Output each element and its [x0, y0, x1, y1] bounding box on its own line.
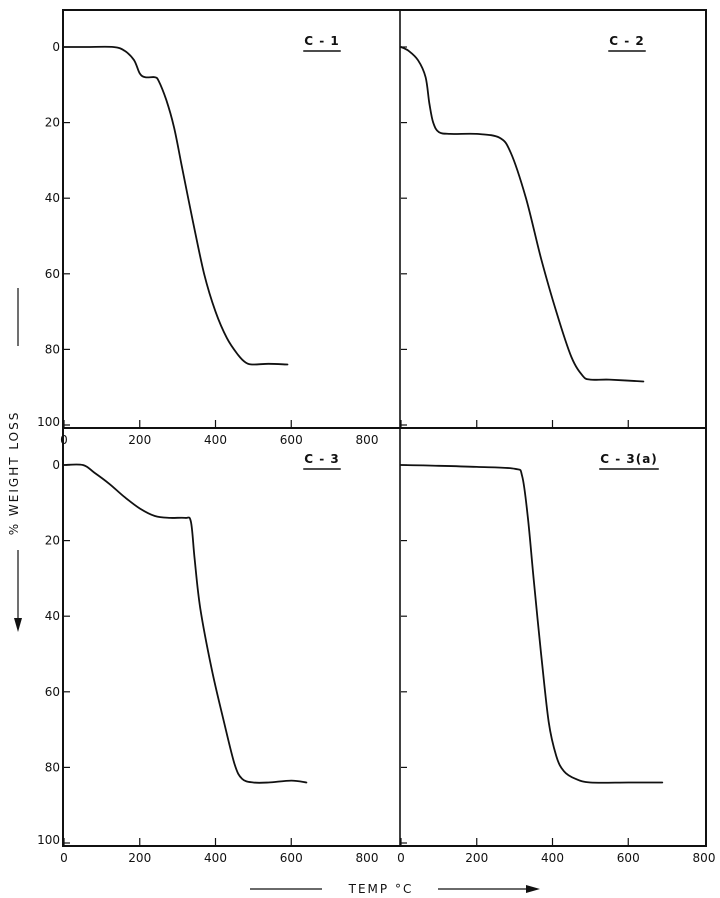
y-tick-label: 80 [45, 342, 60, 356]
x-axis-title-group: TEMP °C [250, 882, 540, 896]
y-tick-label: 0 [52, 458, 60, 472]
x-tick-label: 800 [693, 851, 716, 865]
top-panels-frame [62, 9, 707, 429]
series-line-bottom-left [63, 463, 308, 784]
y-axis-title-group: % WEIGHT LOSS [7, 288, 22, 632]
x-axis-arrow-head [526, 885, 540, 893]
y-axis-arrow-head [14, 618, 22, 632]
x-tick-label: 200 [128, 433, 151, 447]
panel-label: C - 3 [304, 452, 340, 466]
panel-top-right: C - 2 [400, 34, 646, 428]
y-axis-title: % WEIGHT LOSS [7, 411, 21, 536]
y-tick-label: 20 [45, 116, 60, 130]
x-tick-label: 600 [280, 851, 303, 865]
panel-label: C - 1 [304, 34, 340, 48]
x-tick-label: 0 [397, 851, 405, 865]
x-axis-title: TEMP °C [348, 882, 414, 896]
x-tick-label: 600 [617, 851, 640, 865]
y-tick-label: 100 [37, 833, 60, 847]
y-tick-label: 40 [45, 609, 60, 623]
x-tick-label: 800 [356, 851, 379, 865]
y-tick-label: 20 [45, 534, 60, 548]
series-line-top-right [400, 46, 645, 383]
y-tick-label: 40 [45, 191, 60, 205]
x-tick-label: 0 [60, 851, 68, 865]
panel-label: C - 2 [609, 34, 645, 48]
y-tick-label: 80 [45, 760, 60, 774]
y-tick-label: 60 [45, 685, 60, 699]
series-line-bottom-right [400, 464, 664, 784]
panel-label: C - 3(a) [600, 452, 658, 466]
y-tick-label: 100 [37, 415, 60, 429]
x-tick-label: 0 [60, 433, 68, 447]
y-tick-label: 60 [45, 267, 60, 281]
x-tick-label: 400 [541, 851, 564, 865]
bottom-panels-frame [62, 427, 707, 847]
x-tick-label: 400 [204, 851, 227, 865]
x-tick-label: 200 [465, 851, 488, 865]
x-tick-label: 200 [128, 851, 151, 865]
x-tick-label: 800 [356, 433, 379, 447]
x-tick-label: 400 [204, 433, 227, 447]
x-tick-label: 600 [280, 433, 303, 447]
y-tick-label: 0 [52, 40, 60, 54]
series-line-top-left [63, 45, 289, 366]
panel-bottom-right: 0 200 400 600 800 C - 3(a) [397, 452, 715, 865]
